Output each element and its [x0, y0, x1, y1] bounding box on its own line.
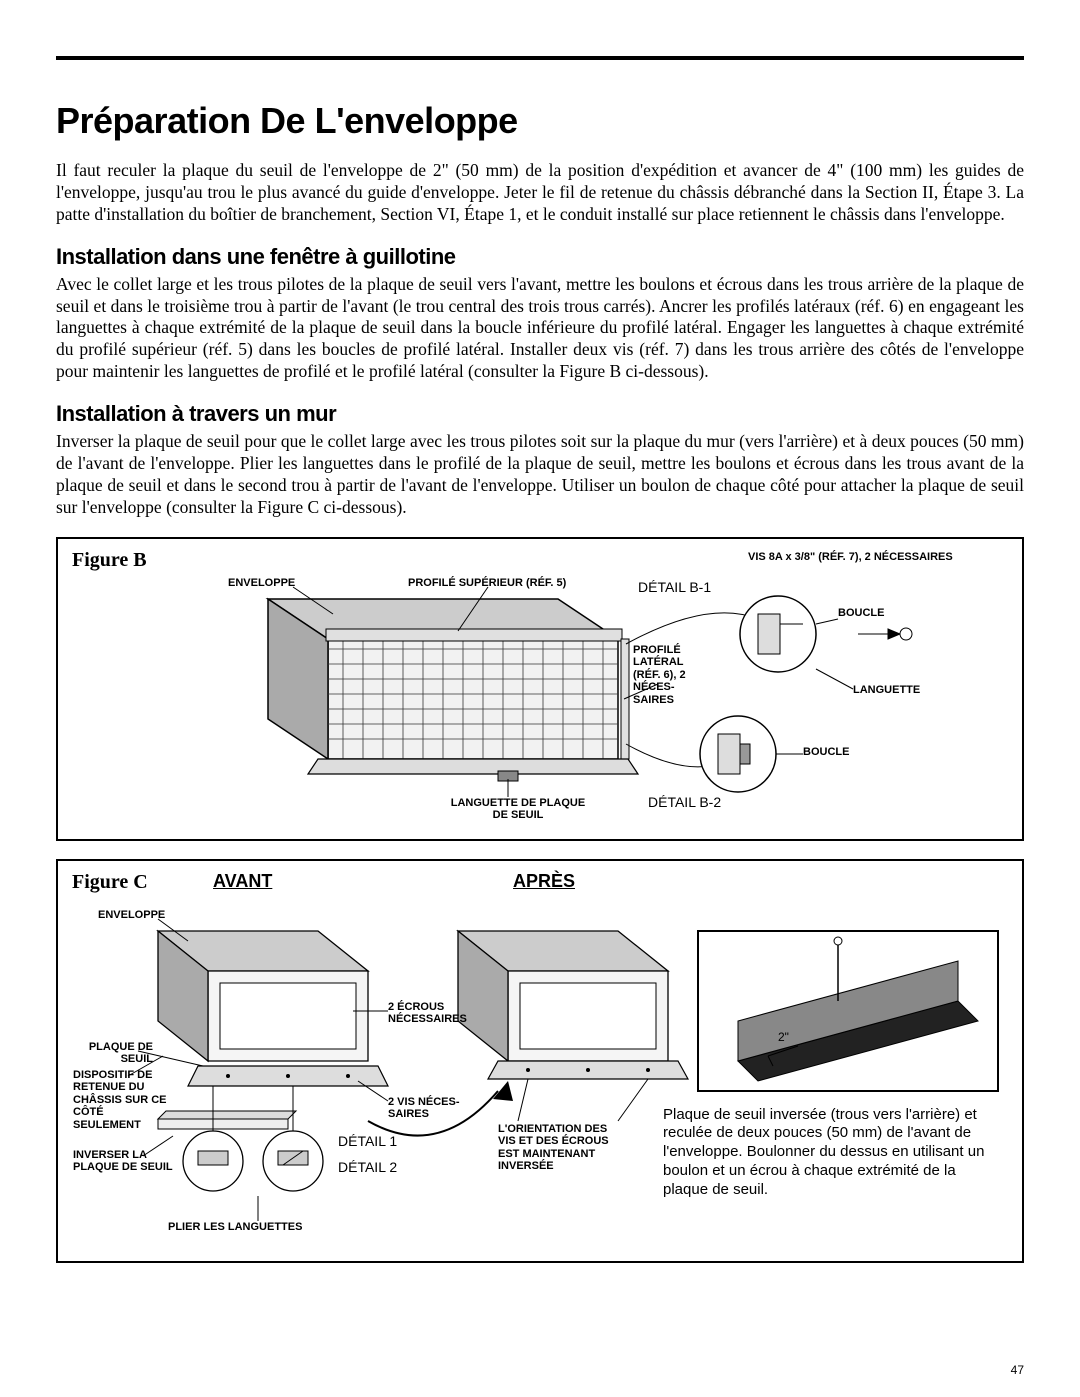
- label-detail2: DÉTAIL 2: [338, 1159, 397, 1175]
- label-vis-nec: 2 VIS NÉCES-SAIRES: [388, 1096, 478, 1121]
- section1-body: Avec le collet large et les trous pilote…: [56, 274, 1024, 383]
- label-enveloppe-b: ENVELOPPE: [228, 577, 295, 590]
- page-title: Préparation De L'enveloppe: [56, 100, 1024, 142]
- label-profile-sup: PROFILÉ SUPÉRIEUR (RÉF. 5): [408, 577, 566, 590]
- label-detail1: DÉTAIL 1: [338, 1133, 397, 1149]
- label-profile-lateral: PROFILÉ LATÉRAL (RÉF. 6), 2 NÉCES-SAIRES: [633, 644, 713, 707]
- top-rule: [56, 56, 1024, 60]
- figure-c-box: Figure C AVANT APRÈS: [56, 859, 1024, 1263]
- label-plier: PLIER LES LANGUETTES: [168, 1221, 302, 1234]
- label-detail-b1: DÉTAIL B-1: [638, 579, 711, 595]
- section2-heading: Installation à travers un mur: [56, 401, 1024, 427]
- label-plaque-seuil: PLAQUE DE SEUIL: [83, 1041, 153, 1066]
- label-enveloppe-c: ENVELOPPE: [98, 909, 165, 922]
- label-vis8a: VIS 8A x 3/8" (RÉF. 7), 2 NÉCESSAIRES: [748, 551, 968, 564]
- label-dispositif: DISPOSITIF DE RETENUE DU CHÂSSIS SUR CE …: [73, 1069, 168, 1132]
- intro-paragraph: Il faut reculer la plaque du seuil de l'…: [56, 160, 1024, 226]
- label-detail-b2: DÉTAIL B-2: [648, 794, 721, 810]
- svg-text:2": 2": [778, 1030, 789, 1044]
- label-ecrous: 2 ÉCROUS NÉCESSAIRES: [388, 1001, 488, 1026]
- label-boucle2: BOUCLE: [803, 746, 849, 759]
- label-inverser: INVERSER LA PLAQUE DE SEUIL: [73, 1149, 173, 1174]
- label-languette: LANGUETTE: [853, 684, 920, 697]
- label-orientation: L'ORIENTATION DES VIS ET DES ÉCROUS EST …: [498, 1123, 618, 1174]
- figure-c-after-text: Plaque de seuil inversée (trous vers l'a…: [663, 1106, 993, 1200]
- section2-body: Inverser la plaque de seuil pour que le …: [56, 431, 1024, 519]
- figure-b-box: Figure B: [56, 537, 1024, 841]
- label-languette-plaque: LANGUETTE DE PLAQUE DE SEUIL: [448, 797, 588, 822]
- page-number: 47: [1011, 1363, 1024, 1377]
- section1-heading: Installation dans une fenêtre à guilloti…: [56, 244, 1024, 270]
- label-boucle1: BOUCLE: [838, 607, 884, 620]
